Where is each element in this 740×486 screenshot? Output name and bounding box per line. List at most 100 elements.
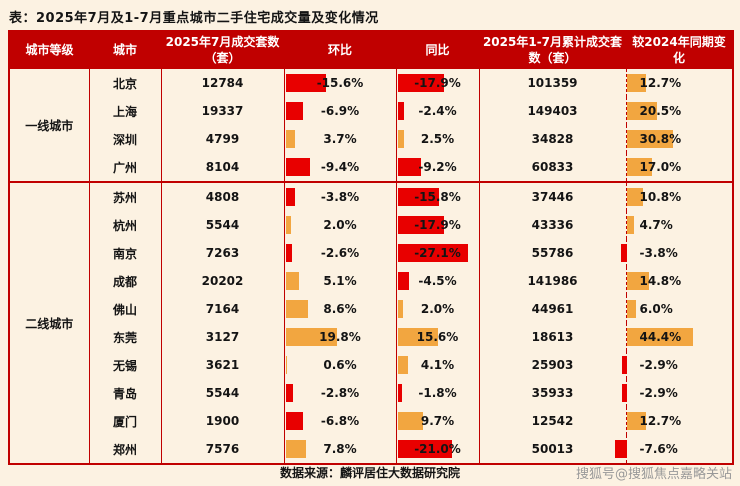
vs2024-cell: 44.4% [625, 323, 733, 351]
vs2024-bar [626, 74, 646, 92]
yoy-cell: 2.5% [395, 125, 479, 153]
yoy-bar [397, 356, 409, 374]
mom-value: 19.8% [319, 330, 361, 344]
vs2024-value: -7.6% [639, 442, 678, 456]
mom-cell: -2.6% [283, 239, 396, 267]
yoy-bar [397, 384, 403, 402]
vs2024-cell: -2.9% [622, 379, 733, 407]
city-cell: 无锡 [88, 351, 161, 379]
mom-cell: 3.7% [283, 125, 396, 153]
vs2024-value: 44.4% [639, 330, 682, 344]
city-cell: 青岛 [88, 379, 161, 407]
vs2024-value: -2.9% [639, 358, 678, 372]
yoy-cell: -4.5% [395, 267, 479, 295]
vs2024-value: 30.8% [639, 132, 682, 146]
table-row: 南京 7263 -2.6% -27.1% 55786 -3.8% [9, 239, 733, 267]
yoy-value: -21.0% [414, 442, 461, 456]
mom-bar [285, 158, 310, 176]
vs2024-cell: 12.7% [625, 407, 733, 435]
mom-cell: -2.8% [283, 379, 396, 407]
jul-sales-cell: 8104 [160, 153, 284, 182]
vs2024-value: 10.8% [639, 190, 682, 204]
city-cell: 深圳 [88, 125, 161, 153]
yoy-bar [397, 412, 423, 430]
vs2024-bar [626, 272, 649, 290]
watermark: 搜狐号@搜狐焦点嘉略关站 [575, 467, 732, 482]
vs2024-cell: -3.8% [620, 239, 733, 267]
cum-sales-cell: 50013 [478, 435, 626, 464]
mom-bar [285, 130, 296, 148]
mom-value: -6.9% [320, 104, 360, 118]
yoy-value: 4.1% [420, 358, 455, 372]
tier-label-tier1: 一线城市 [8, 69, 89, 182]
jul-sales-cell: 4799 [160, 125, 284, 153]
cum-sales-cell: 37446 [478, 181, 626, 211]
mom-value: -3.8% [320, 190, 360, 204]
table-row: 一线城市 北京 12784 -15.6% -17.9% 101359 12.7% [8, 69, 733, 182]
header-cum-sales: 2025年1-7月累计成交套数（套） [479, 31, 626, 69]
yoy-cell: -17.9% [395, 211, 479, 239]
vs2024-bar [626, 158, 652, 176]
mom-bar [285, 384, 293, 402]
cum-sales-cell: 43336 [478, 211, 626, 239]
city-cell: 广州 [88, 153, 161, 182]
yoy-bar [397, 300, 403, 318]
vs2024-cell: 30.8% [625, 125, 733, 153]
mom-cell: -15.6% [283, 69, 396, 97]
table-row: 厦门 1900 -6.8% 9.7% 12542 12.7% [9, 407, 733, 435]
mom-value: 8.6% [323, 302, 357, 316]
city-cell: 佛山 [88, 295, 161, 323]
city-cell: 厦门 [88, 407, 161, 435]
tier-label-tier2: 二线城市 [8, 181, 89, 464]
mom-bar [285, 102, 304, 120]
vs2024-cell: 6.0% [625, 295, 733, 323]
header-yoy: 同比 [396, 31, 479, 69]
vs2024-bar [615, 440, 627, 458]
yoy-cell: 9.7% [395, 407, 479, 435]
city-cell: 成都 [88, 267, 161, 295]
yoy-value: 15.6% [416, 330, 459, 344]
vs2024-value: 14.8% [639, 274, 682, 288]
table-row: 杭州 5544 2.0% -17.9% 43336 4.7% [9, 211, 733, 239]
jul-sales-cell: 1900 [160, 407, 284, 435]
cum-sales-cell: 12542 [478, 407, 626, 435]
yoy-value: -9.2% [418, 160, 457, 174]
cum-sales-cell: 141986 [478, 267, 626, 295]
mom-cell: 19.8% [283, 323, 396, 351]
mom-value: 7.8% [323, 442, 357, 456]
cum-sales-cell: 25903 [478, 351, 626, 379]
vs2024-cell: 4.7% [625, 211, 733, 239]
jul-sales-cell: 3127 [160, 323, 284, 351]
vs2024-bar [626, 130, 673, 148]
yoy-bar [397, 328, 439, 346]
yoy-value: -17.9% [414, 76, 461, 90]
vs2024-value: -3.8% [639, 246, 678, 260]
mom-value: 2.0% [323, 218, 357, 232]
yoy-value: -1.8% [418, 386, 457, 400]
city-cell: 东莞 [88, 323, 161, 351]
jul-sales-cell: 12784 [160, 69, 284, 97]
header-jul-sales: 2025年7月成交套数（套） [161, 31, 284, 69]
city-cell: 上海 [88, 97, 161, 125]
vs2024-cell: 14.8% [625, 267, 733, 295]
yoy-bar [397, 188, 439, 206]
cum-sales-cell: 60833 [478, 153, 626, 182]
vs2024-value: 4.7% [639, 218, 673, 232]
vs2024-bar [626, 102, 658, 120]
yoy-bar [397, 74, 445, 92]
yoy-bar [397, 158, 422, 176]
mom-bar [285, 188, 296, 206]
table-row: 郑州 7576 7.8% -21.0% 50013 -7.6% [9, 435, 733, 464]
vs2024-cell: 10.8% [625, 181, 733, 211]
yoy-value: 9.7% [420, 414, 455, 428]
vs2024-value: -2.9% [639, 386, 678, 400]
mom-cell: 5.1% [283, 267, 396, 295]
vs2024-bar [626, 188, 643, 206]
mom-cell: 2.0% [283, 211, 396, 239]
mom-bar [285, 328, 337, 346]
yoy-bar [397, 130, 404, 148]
yoy-bar [397, 244, 468, 262]
city-cell: 郑州 [88, 435, 161, 464]
mom-value: -2.8% [320, 386, 360, 400]
mom-bar [285, 244, 293, 262]
